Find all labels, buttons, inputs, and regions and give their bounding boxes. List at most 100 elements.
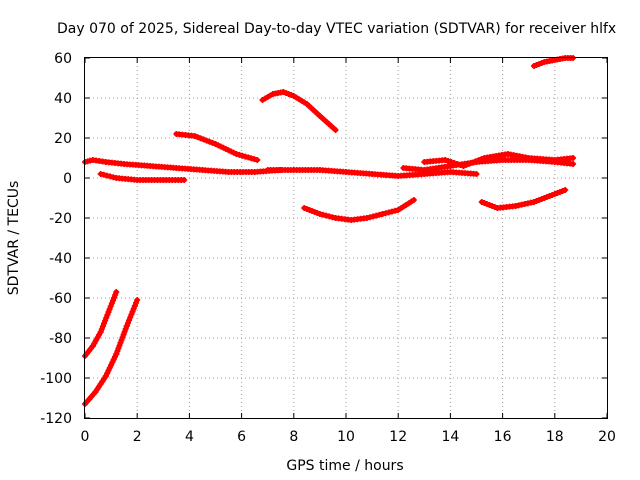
chart-title: Day 070 of 2025, Sidereal Day-to-day VTE… (57, 21, 616, 37)
y-tick-label: -40 (49, 251, 72, 267)
grid-layer (85, 58, 607, 418)
data-point (206, 138, 213, 145)
y-tick-label: -60 (49, 291, 72, 307)
data-point (466, 160, 473, 167)
data-point (104, 311, 111, 318)
data-point (410, 197, 417, 203)
data-point (379, 211, 386, 217)
data-point (370, 213, 377, 220)
y-tick-label: 40 (54, 91, 72, 107)
data-point (119, 334, 126, 341)
data-point (332, 127, 339, 133)
data-point (114, 348, 121, 355)
data-point (236, 151, 243, 158)
data-point (316, 211, 323, 217)
data-point (445, 158, 452, 164)
data-point (124, 320, 131, 327)
y-tick-label: -120 (40, 411, 72, 427)
data-point (562, 187, 569, 193)
data-point (108, 300, 115, 307)
data-point (385, 209, 392, 216)
data-point (133, 299, 140, 306)
data-point (320, 211, 327, 218)
x-tick-label: 20 (598, 429, 616, 445)
x-tick-label: 4 (185, 429, 194, 445)
x-tick-label: 10 (337, 429, 355, 445)
data-point (194, 134, 201, 141)
y-tick-label: -80 (49, 331, 72, 347)
data-point (130, 305, 137, 312)
y-tick-label: 20 (54, 131, 72, 147)
data-point (463, 161, 470, 168)
data-point (251, 156, 258, 163)
data-point (388, 208, 395, 215)
data-point (382, 210, 389, 217)
data-point (97, 171, 104, 177)
data-point (239, 152, 246, 159)
data-point (127, 314, 134, 321)
y-tick-label: 60 (54, 51, 72, 67)
x-tick-label: 6 (237, 429, 246, 445)
data-point (363, 215, 370, 221)
data-point (254, 157, 261, 163)
data-point (326, 213, 333, 220)
data-point (126, 317, 133, 324)
y-tick-label: -20 (49, 211, 72, 227)
data-point (98, 326, 105, 333)
data-point (117, 339, 124, 346)
y-tick-label: 0 (63, 171, 72, 187)
y-axis-label: SDTVAR / TECUs (6, 181, 22, 296)
data-point (112, 291, 119, 298)
data-point (570, 155, 577, 161)
x-tick-label: 16 (494, 429, 512, 445)
data-point (116, 342, 123, 349)
data-point (106, 306, 113, 313)
data-point (105, 309, 112, 315)
plot-frame (84, 57, 608, 419)
data-point (329, 214, 336, 221)
data-point (475, 157, 482, 164)
data-point (448, 159, 455, 165)
data-point (373, 212, 380, 219)
data-point (113, 351, 120, 357)
data-point (121, 328, 128, 335)
x-tick-label: 2 (133, 429, 142, 445)
series-arc-2 (82, 297, 140, 407)
data-point (115, 345, 122, 352)
data-point (118, 337, 125, 343)
data-point (323, 212, 330, 219)
data-point (392, 207, 399, 214)
data-point (233, 151, 240, 157)
y-tick-label: -100 (40, 371, 72, 387)
data-point (209, 139, 216, 146)
data-point (181, 177, 188, 183)
x-tick-label: 8 (289, 429, 298, 445)
data-point (451, 160, 458, 166)
data-point (122, 325, 129, 332)
data-point (123, 323, 130, 329)
x-tick-label: 0 (81, 429, 90, 445)
data-point (107, 173, 114, 180)
data-point (473, 171, 480, 177)
data-point (100, 171, 107, 178)
data-point (200, 136, 207, 143)
data-point (128, 311, 135, 318)
data-point (110, 174, 117, 181)
data-point (454, 161, 461, 167)
x-tick-label: 12 (389, 429, 407, 445)
data-point (102, 317, 109, 324)
data-point (248, 155, 255, 162)
data-point (109, 297, 116, 304)
data-point (197, 135, 204, 142)
data-point (242, 153, 249, 160)
data-point (111, 294, 118, 301)
data-point (191, 133, 198, 139)
data-point (376, 211, 383, 218)
data-point (460, 163, 467, 169)
data-point (367, 214, 374, 221)
data-layer (82, 55, 577, 407)
data-point (103, 172, 110, 179)
data-point (478, 156, 485, 163)
data-point (113, 289, 120, 295)
